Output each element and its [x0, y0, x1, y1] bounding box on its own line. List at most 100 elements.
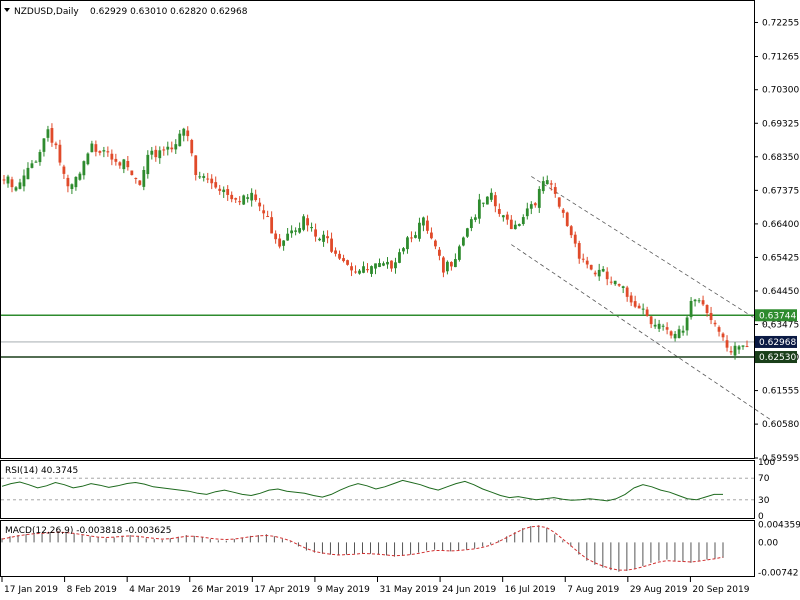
candle-body: [166, 146, 170, 150]
candle-body: [114, 158, 118, 162]
level-badge: 0.62530: [759, 353, 796, 363]
price-badges: 0.63744 0.62530 0.62968: [755, 309, 797, 364]
candle-body: [206, 178, 210, 180]
candle-body: [282, 240, 286, 246]
candle-body: [66, 177, 70, 187]
candle-body: [30, 163, 34, 168]
candle-body: [154, 149, 158, 158]
candle-body: [689, 300, 693, 318]
candle-body: [477, 199, 481, 219]
candle-body: [418, 222, 421, 239]
candle-body: [398, 252, 401, 263]
candle-body: [330, 238, 333, 252]
candle-body: [358, 270, 361, 274]
price-axis: 0.72255 0.71265 0.70300 0.69325 0.68350 0.673…: [754, 18, 799, 464]
candle-body: [150, 150, 154, 155]
candle-body: [521, 217, 525, 225]
level-badge-bg: [755, 309, 797, 322]
candle-body: [645, 309, 649, 316]
candle-body: [697, 300, 701, 302]
candle-body: [450, 262, 453, 267]
candle-body: [350, 266, 353, 271]
candle-body: [314, 229, 317, 237]
candle-body: [302, 216, 305, 230]
symbol-label: NZDUSD,Daily: [14, 7, 79, 17]
candle-body: [58, 144, 62, 163]
candle-body: [326, 236, 329, 239]
candle-body: [505, 214, 509, 220]
candle-body: [182, 128, 186, 136]
candle-body: [701, 300, 705, 305]
candle-body: [362, 266, 365, 273]
macd-label: MACD(12,26,9) -0.003818 -0.003625: [5, 526, 171, 536]
candle-body: [130, 170, 134, 176]
candle-body: [382, 263, 385, 266]
level-badge: 0.63744: [759, 311, 796, 321]
candle-body: [461, 237, 465, 246]
candle-body: [725, 340, 729, 348]
candle-body: [430, 232, 433, 239]
candle-body: [286, 233, 290, 241]
macd-tick-label: 0.00: [758, 538, 778, 548]
candle-body: [533, 203, 537, 206]
candle-body: [266, 216, 270, 218]
date-label: 17 Apr 2019: [254, 585, 310, 595]
candle-body: [214, 182, 218, 188]
channel-line-lower: [511, 244, 772, 421]
candle-body: [442, 257, 445, 273]
candle-body: [118, 162, 122, 166]
candle-body: [146, 154, 150, 175]
date-label: 31 May 2019: [380, 585, 439, 595]
candle-body: [537, 188, 541, 208]
candle-body: [46, 129, 50, 138]
candle-body: [174, 144, 178, 150]
price-tick-label: 0.60580: [762, 420, 799, 430]
candle-body: [354, 271, 357, 273]
date-label: 7 Aug 2019: [567, 585, 619, 595]
rsi-panel[interactable]: [0, 460, 755, 519]
candle-body: [194, 155, 198, 175]
candle-body: [210, 178, 214, 184]
candle-body: [733, 345, 737, 356]
candle-body: [509, 219, 513, 230]
price-tick-label: 0.61555: [762, 387, 799, 397]
candle-body: [577, 243, 581, 259]
rsi-tick-label: 70: [758, 474, 770, 484]
price-panel[interactable]: [0, 0, 755, 459]
candle-body: [613, 280, 617, 285]
candle-body: [665, 327, 669, 330]
current-price-badge: 0.62968: [759, 338, 796, 348]
candle-body: [98, 151, 102, 153]
candle-body: [298, 228, 302, 233]
candle-body: [549, 183, 553, 185]
candle-body: [310, 227, 313, 229]
candle-body: [593, 272, 597, 275]
macd-tick-label: -0.00742: [758, 569, 798, 579]
price-tick-label: 0.69325: [762, 119, 799, 129]
macd-panel[interactable]: [0, 520, 755, 577]
candle-body: [62, 166, 66, 174]
candle-body: [158, 150, 162, 159]
macd-plot: 0.004359 0.00 -0.00742: [1, 521, 800, 579]
candle-body: [34, 161, 38, 163]
candle-body: [501, 215, 505, 218]
candle-body: [489, 192, 493, 200]
candle-body: [434, 240, 437, 247]
candle-body: [2, 179, 6, 181]
date-label: 4 Mar 2019: [129, 585, 181, 595]
candle-body: [366, 269, 369, 271]
collapse-triangle-icon[interactable]: [4, 8, 10, 12]
candle-body: [38, 152, 42, 163]
price-tick-label: 0.68350: [762, 153, 799, 163]
candle-body: [222, 189, 226, 193]
candle-body: [262, 210, 266, 214]
candle-body: [278, 238, 282, 247]
candle-body: [721, 333, 725, 338]
candle-body: [186, 130, 190, 137]
candle-body: [729, 351, 733, 353]
candle-body: [18, 182, 22, 189]
candle-body: [621, 286, 625, 288]
level-badge-bg: [755, 351, 797, 364]
